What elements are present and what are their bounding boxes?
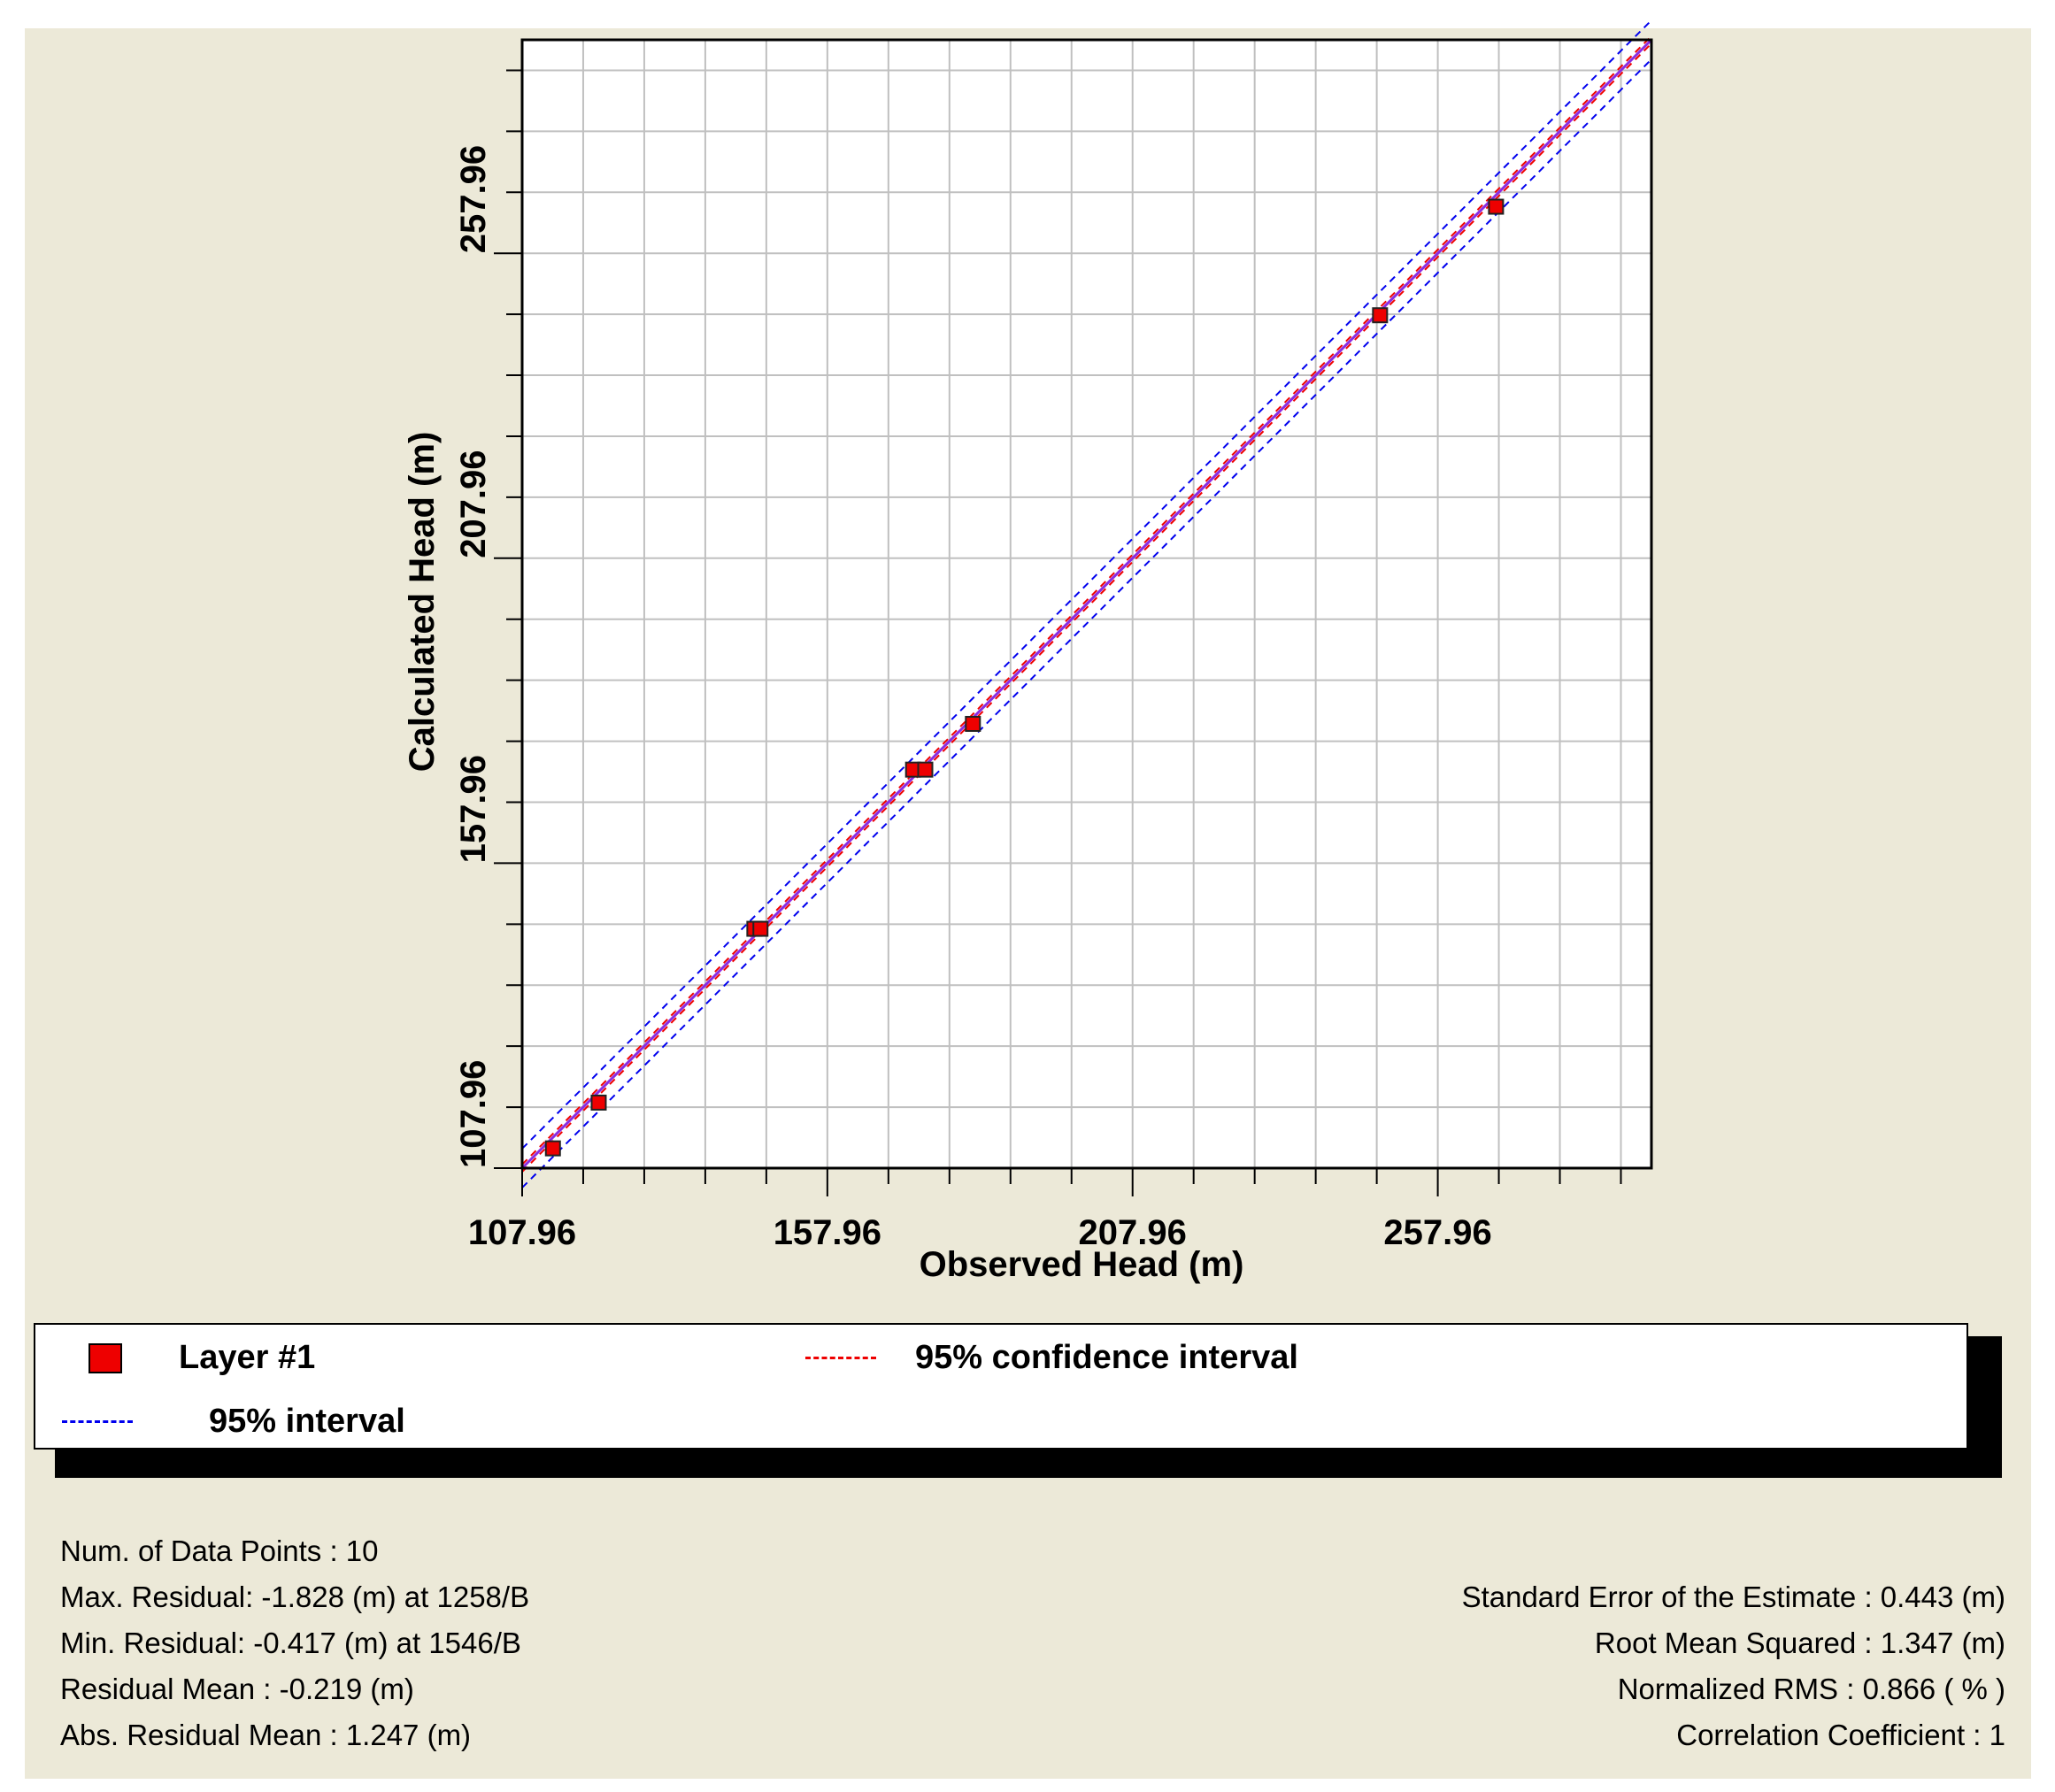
data-point (965, 715, 981, 732)
data-point (752, 920, 769, 937)
stat-abs-residual-mean: Abs. Residual Mean : 1.247 (m) (60, 1719, 472, 1751)
confidence-line-lower (521, 42, 1652, 1173)
legend-item-confidence: 95% confidence interval (779, 1339, 1298, 1377)
x-tick-label: 157.96 (774, 1213, 881, 1252)
x-tick-label: 207.96 (1079, 1213, 1187, 1252)
x-axis-label: Observed Head (m) (920, 1245, 1244, 1284)
y-axis-label: Calculated Head (m) (403, 432, 442, 773)
data-point (590, 1094, 607, 1111)
stat-min-residual: Min. Residual: -0.417 (m) at 1546/B (60, 1627, 521, 1659)
data-point (1372, 307, 1389, 324)
legend-label-confidence: 95% confidence interval (915, 1339, 1298, 1376)
y-tick-label: 107.96 (454, 1060, 493, 1168)
interval-line-upper (521, 19, 1652, 1150)
y-tick-label: 157.96 (454, 755, 493, 863)
x-tick-label: 107.96 (468, 1213, 576, 1252)
plot-frame (520, 38, 1653, 1170)
identity-line (520, 38, 1653, 1170)
legend-label-interval: 95% interval (209, 1403, 405, 1440)
x-tick-label: 257.96 (1383, 1213, 1491, 1252)
dashed-line-icon (62, 1420, 133, 1423)
stat-residual-mean: Residual Mean : -0.219 (m) (60, 1673, 414, 1705)
legend-label-layer: Layer #1 (179, 1339, 316, 1376)
stat-rms: Root Mean Squared : 1.347 (m) (1594, 1627, 2005, 1659)
square-marker-icon (89, 1342, 122, 1373)
y-tick-label: 257.96 (454, 145, 493, 253)
stat-correlation: Correlation Coefficient : 1 (1676, 1719, 2005, 1751)
interval-line-lower (521, 58, 1652, 1188)
y-tick-label: 207.96 (454, 450, 493, 558)
stat-std-error: Standard Error of the Estimate : 0.443 (… (1461, 1580, 2005, 1613)
dashed-line-icon (805, 1357, 876, 1359)
legend-item-layer: Layer #1 (35, 1339, 315, 1377)
stat-max-residual: Max. Residual: -1.828 (m) at 1258/B (60, 1580, 530, 1613)
legend-item-interval: 95% interval (35, 1403, 405, 1441)
legend: Layer #1 95% confidence interval 95% int… (34, 1323, 1968, 1450)
data-point (917, 761, 934, 778)
data-point (1488, 198, 1505, 215)
data-point (544, 1140, 561, 1157)
confidence-line-upper (521, 35, 1652, 1165)
stat-nrms: Normalized RMS : 0.866 ( % ) (1617, 1673, 2005, 1705)
stat-num-points: Num. of Data Points : 10 (60, 1534, 379, 1567)
